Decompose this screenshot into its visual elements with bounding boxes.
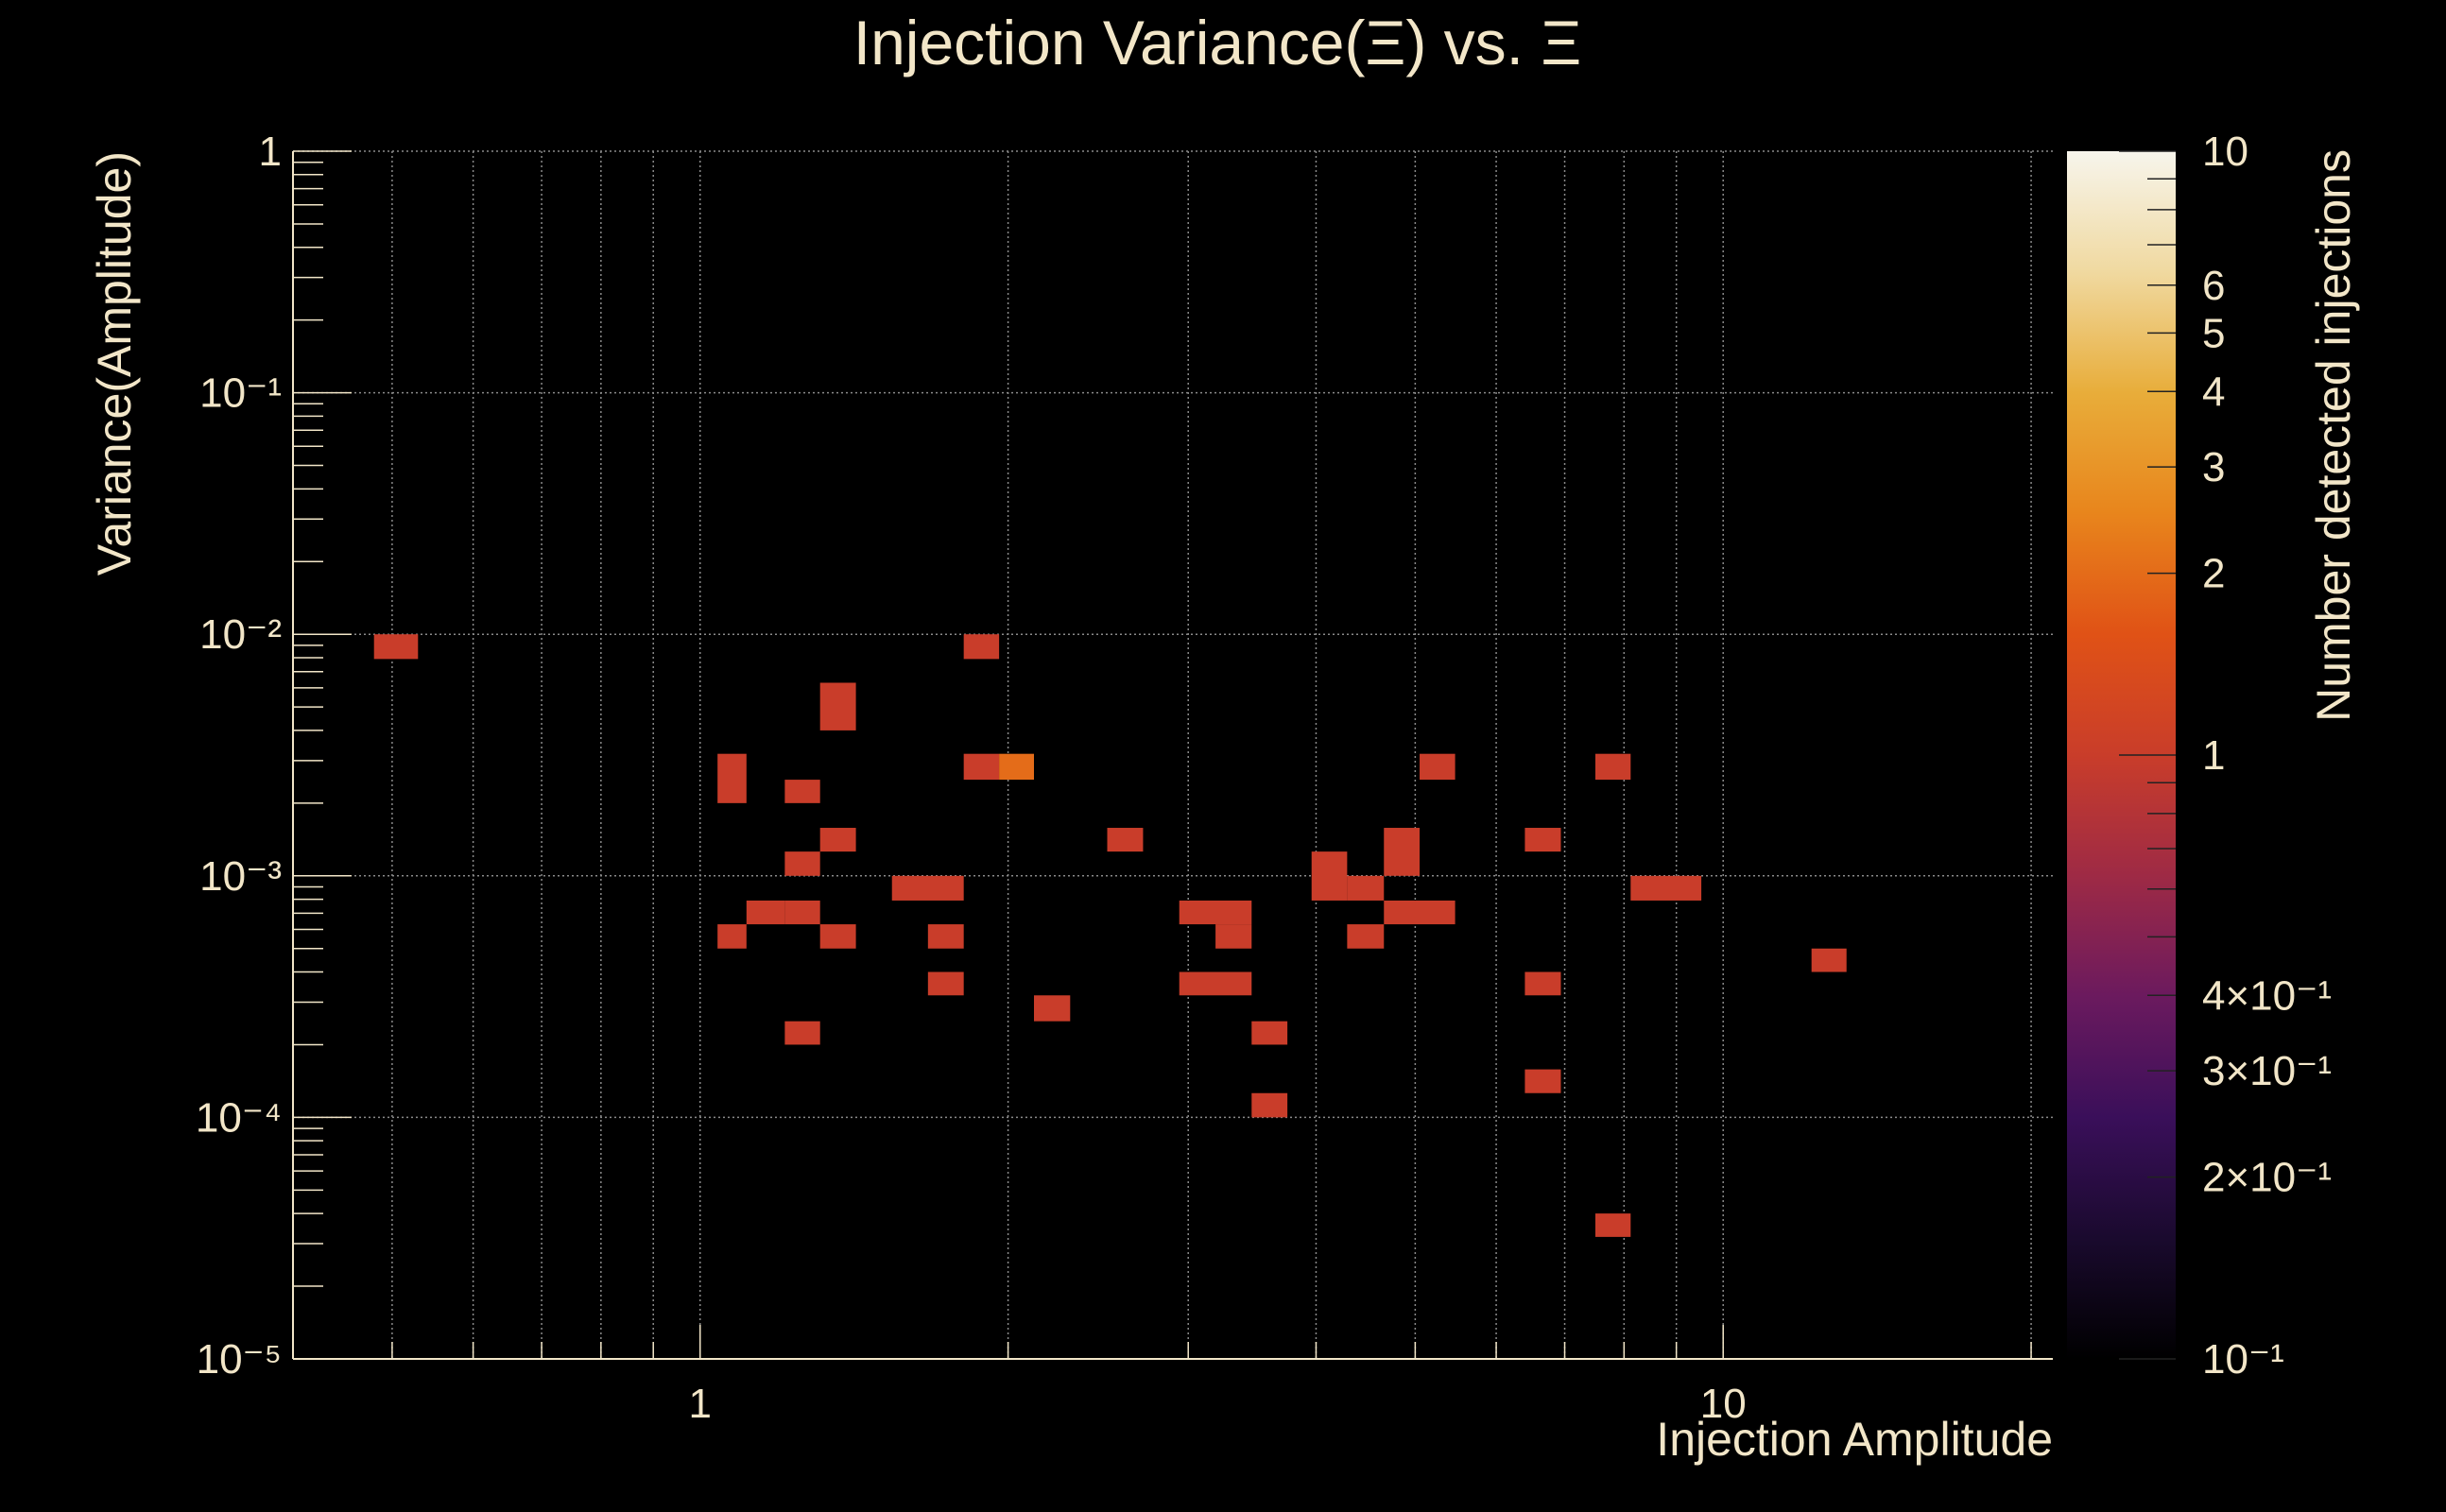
heatmap-cell: [927, 971, 964, 996]
heatmap-cell: [1347, 875, 1385, 901]
y-tick-label: 10⁻³: [199, 853, 282, 900]
colorbar-tick-label: 6: [2202, 263, 2225, 309]
heatmap-cell: [819, 682, 856, 730]
colorbar-tick-label: 4: [2202, 369, 2225, 415]
heatmap-cell: [1630, 875, 1702, 901]
heatmap-cell: [999, 753, 1034, 781]
colorbar: 10 65 4 3 2 1 4×10⁻¹ 3×10⁻¹ 2×10⁻¹ 10⁻¹: [2067, 129, 2332, 1383]
heatmap-cells: [373, 634, 1847, 1237]
heatmap-cell: [1179, 971, 1252, 996]
heatmap-cell: [717, 924, 747, 949]
y-tick-label: 10⁻¹: [199, 370, 282, 417]
heatmap-cell: [1311, 851, 1348, 901]
y-tick-label: 10⁻⁵: [197, 1336, 282, 1383]
colorbar-tick-label: 5: [2202, 310, 2225, 356]
heatmap-cell: [1384, 900, 1456, 925]
colorbar-tick-label: 10⁻¹: [2202, 1336, 2284, 1383]
heatmap-cell: [1524, 971, 1561, 996]
colorbar-tick-label: 10: [2202, 129, 2248, 175]
heatmap-cell: [1251, 1021, 1288, 1045]
heatmap-cell: [717, 753, 747, 803]
heatmap-cell: [1215, 924, 1252, 949]
heatmap-cell: [963, 753, 1000, 781]
y-tick-label: 1: [259, 129, 282, 175]
colorbar-tick-label: 2: [2202, 551, 2225, 597]
colorbar-tick-label: 3×10⁻¹: [2202, 1048, 2332, 1094]
heatmap-cell: [819, 924, 856, 949]
heatmap-cell: [1811, 948, 1847, 972]
heatmap-cell: [1107, 828, 1144, 852]
heatmap-cell: [1594, 1213, 1631, 1237]
heatmap-cell: [891, 875, 964, 901]
x-tick-label: 10: [1700, 1381, 1747, 1427]
heatmap-cell: [1251, 1092, 1288, 1118]
heatmap-cell: [927, 924, 964, 949]
y-axis-label: Variance(Amplitude): [88, 151, 141, 576]
colorbar-tick-label: 3: [2202, 444, 2225, 490]
x-axis-label: Injection Amplitude: [1656, 1413, 2053, 1466]
heatmap-cell: [1347, 924, 1385, 949]
heatmap-cell: [373, 634, 419, 660]
y-tick-label: 10⁻⁴: [196, 1094, 282, 1141]
y-tick-label: 10⁻²: [199, 611, 282, 658]
heatmap-cell: [784, 851, 820, 876]
heatmap-cell: [963, 634, 1000, 660]
heatmap-cell: [1594, 753, 1631, 781]
heatmap-cell: [1033, 995, 1071, 1022]
heatmap-cell: [784, 780, 820, 803]
heatmap-cell: [1384, 828, 1421, 876]
colorbar-tick-label: 1: [2202, 732, 2225, 779]
heatmap-cell: [784, 900, 820, 925]
x-tick-label: 1: [689, 1381, 712, 1427]
heatmap-cell: [1524, 828, 1561, 852]
colorbar-label: Number detected injections: [2307, 149, 2360, 722]
chart-title: Injection Variance(Ξ) vs. Ξ: [853, 8, 1582, 77]
heatmap-cell: [784, 1021, 820, 1045]
axes: 1 10⁻¹ 10⁻² 10⁻³ 10⁻⁴ 10⁻⁵ 1 10: [196, 129, 2053, 1427]
colorbar-tick-label: 2×10⁻¹: [2202, 1155, 2332, 1201]
heatmap-cell: [746, 900, 785, 925]
heatmap-cell: [1420, 753, 1456, 781]
colorbar-tick-label: 4×10⁻¹: [2202, 972, 2332, 1019]
heatmap-cell: [819, 828, 856, 852]
heatmap-cell: [1524, 1069, 1561, 1093]
heatmap-cell: [1179, 900, 1252, 925]
